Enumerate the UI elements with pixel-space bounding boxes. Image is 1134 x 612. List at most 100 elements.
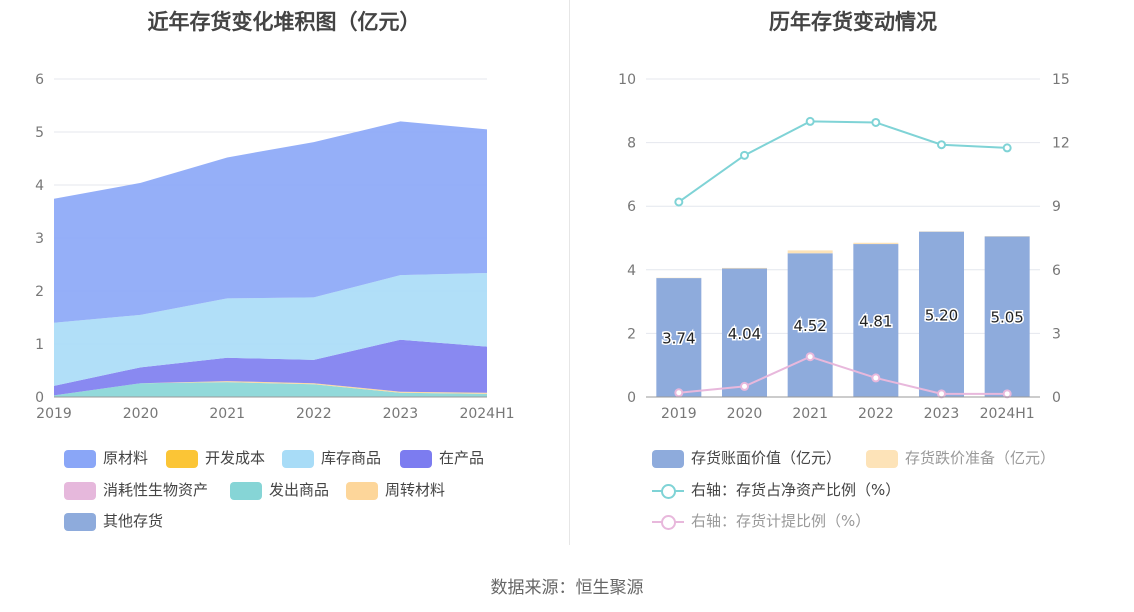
bar-book-value [722,268,767,397]
line-右轴：存货计提比例（%） [678,355,1008,395]
legend-item[interactable]: 发出商品 [230,480,329,500]
y-tick-label: 0 [627,390,636,406]
legend-item[interactable]: 右轴：存货计提比例（%） [652,511,870,531]
y2-tick-label: 3 [1052,326,1061,342]
y-tick-label: 2 [35,284,44,300]
legend-label: 在产品 [439,449,485,467]
x-tick-label: 2020 [727,406,763,422]
legend-item[interactable]: 周转材料 [346,480,445,500]
legend-swatch [866,449,898,468]
bar-provision [787,250,833,254]
x-tick-label: 2024H1 [980,406,1035,422]
stacked-area-chart: 0 1 2 3 4 5 6 2019 2020 2021 2022 2023 2024H1 [35,72,514,422]
line-point [1002,143,1012,153]
x-tick-label: 2023 [924,406,960,422]
legend-swatch [652,482,684,500]
y-tick-label: 1 [35,337,44,353]
legend-label: 消耗性生物资产 [103,481,209,499]
y-tick-label: 0 [35,390,44,406]
bar-book-value [853,244,899,397]
y-tick-label: 4 [35,178,44,194]
bar-book-value [919,231,964,397]
line-point [740,381,749,391]
legend-label: 发出商品 [269,481,330,499]
bar-value-label: 5.05 [990,309,1023,327]
bar-value-label: 4.52 [793,317,826,335]
left-chart-title: 近年存货变化堆积图（亿元） [147,10,421,34]
line-point [937,140,946,150]
line-point [674,388,684,398]
x-tick-label: 2019 [36,406,72,422]
bar-value-label: 4.81 [859,313,892,331]
legend-swatch [652,513,684,531]
legend-swatch [400,449,432,468]
legend-item[interactable]: 存货账面价值（亿元） [652,448,841,468]
legend-swatch [64,481,96,500]
legend-label: 存货跌价准备（亿元） [905,449,1056,467]
y-tick-label: 10 [618,72,636,88]
data-source: 数据来源：恒生聚源 [490,578,644,598]
y-tick-label: 6 [627,199,636,215]
legend-item[interactable]: 在产品 [400,448,484,468]
legend-label: 右轴：存货占净资产比例（%） [691,481,901,499]
y2-tick-label: 0 [1052,390,1061,406]
bar-provision [853,242,899,245]
x-tick-label: 2019 [661,406,697,422]
line-point [871,373,881,383]
legend-label: 原材料 [103,449,149,467]
legend-label: 存货账面价值（亿元） [691,449,842,467]
line-point [740,150,749,160]
line-point [805,116,815,126]
legend-swatch [282,449,314,468]
legend-swatch [652,449,684,468]
legend-item[interactable]: 原材料 [64,448,148,468]
y2-tick-label: 6 [1052,263,1061,279]
y-tick-label: 8 [627,136,636,152]
legend-item[interactable]: 其他存货 [64,511,163,531]
bar-value-label: 5.20 [925,306,958,324]
line-point [871,117,881,127]
bar-book-value [656,278,702,397]
legend-swatch [166,449,198,468]
y2-tick-label: 12 [1052,136,1070,152]
legend-item[interactable]: 消耗性生物资产 [64,480,208,500]
legend-item[interactable]: 库存商品 [282,448,381,468]
legend-swatch [230,481,262,500]
legend-label: 库存商品 [321,449,382,467]
legend-item[interactable]: 开发成本 [166,448,265,468]
area-原材料 [54,121,487,323]
line-point [937,389,946,399]
x-tick-label: 2023 [383,406,419,422]
legend-item[interactable]: 右轴：存货占净资产比例（%） [652,480,900,500]
inventory-change-panel: 历年存货变动情况 0 2 4 6 8 10 0 3 6 9 12 15 3.74 4.04 4.52 4.81… [572,0,1134,560]
y2-tick-label: 9 [1052,199,1061,215]
legend-label: 开发成本 [205,449,266,467]
legend-swatch [64,512,96,531]
area-库存商品 [54,272,487,386]
legend-swatch [64,449,96,468]
legend-label: 周转材料 [385,481,446,499]
legend-label: 右轴：存货计提比例（%） [691,512,871,530]
y-tick-label: 6 [35,72,44,88]
y-tick-label: 5 [35,125,44,141]
area-发出商品 [54,382,487,397]
legend-item[interactable]: 存货跌价准备（亿元） [866,448,1055,468]
right-chart-title: 历年存货变动情况 [769,10,937,34]
bar-book-value [787,253,833,397]
bar-provision [722,267,767,269]
line-point [674,197,684,207]
bar-value-label: 3.74 [662,330,695,348]
x-tick-label: 2021 [792,406,828,422]
y2-tick-label: 15 [1052,72,1070,88]
y-tick-label: 2 [627,326,636,342]
bar-line-chart: 0 2 4 6 8 10 0 3 6 9 12 15 3.74 4.04 4.52 4.81 5.20 5.05 2… [618,72,1070,422]
bar-value-label: 4.04 [728,325,761,343]
line-point [1002,389,1012,399]
line-右轴：存货占净资产比例（%） [678,120,1008,203]
area-在产品 [54,339,487,396]
legend-swatch [346,481,378,500]
x-tick-label: 2022 [296,406,332,422]
x-tick-label: 2021 [209,406,245,422]
legend-label: 其他存货 [103,512,164,530]
x-tick-label: 2020 [123,406,159,422]
